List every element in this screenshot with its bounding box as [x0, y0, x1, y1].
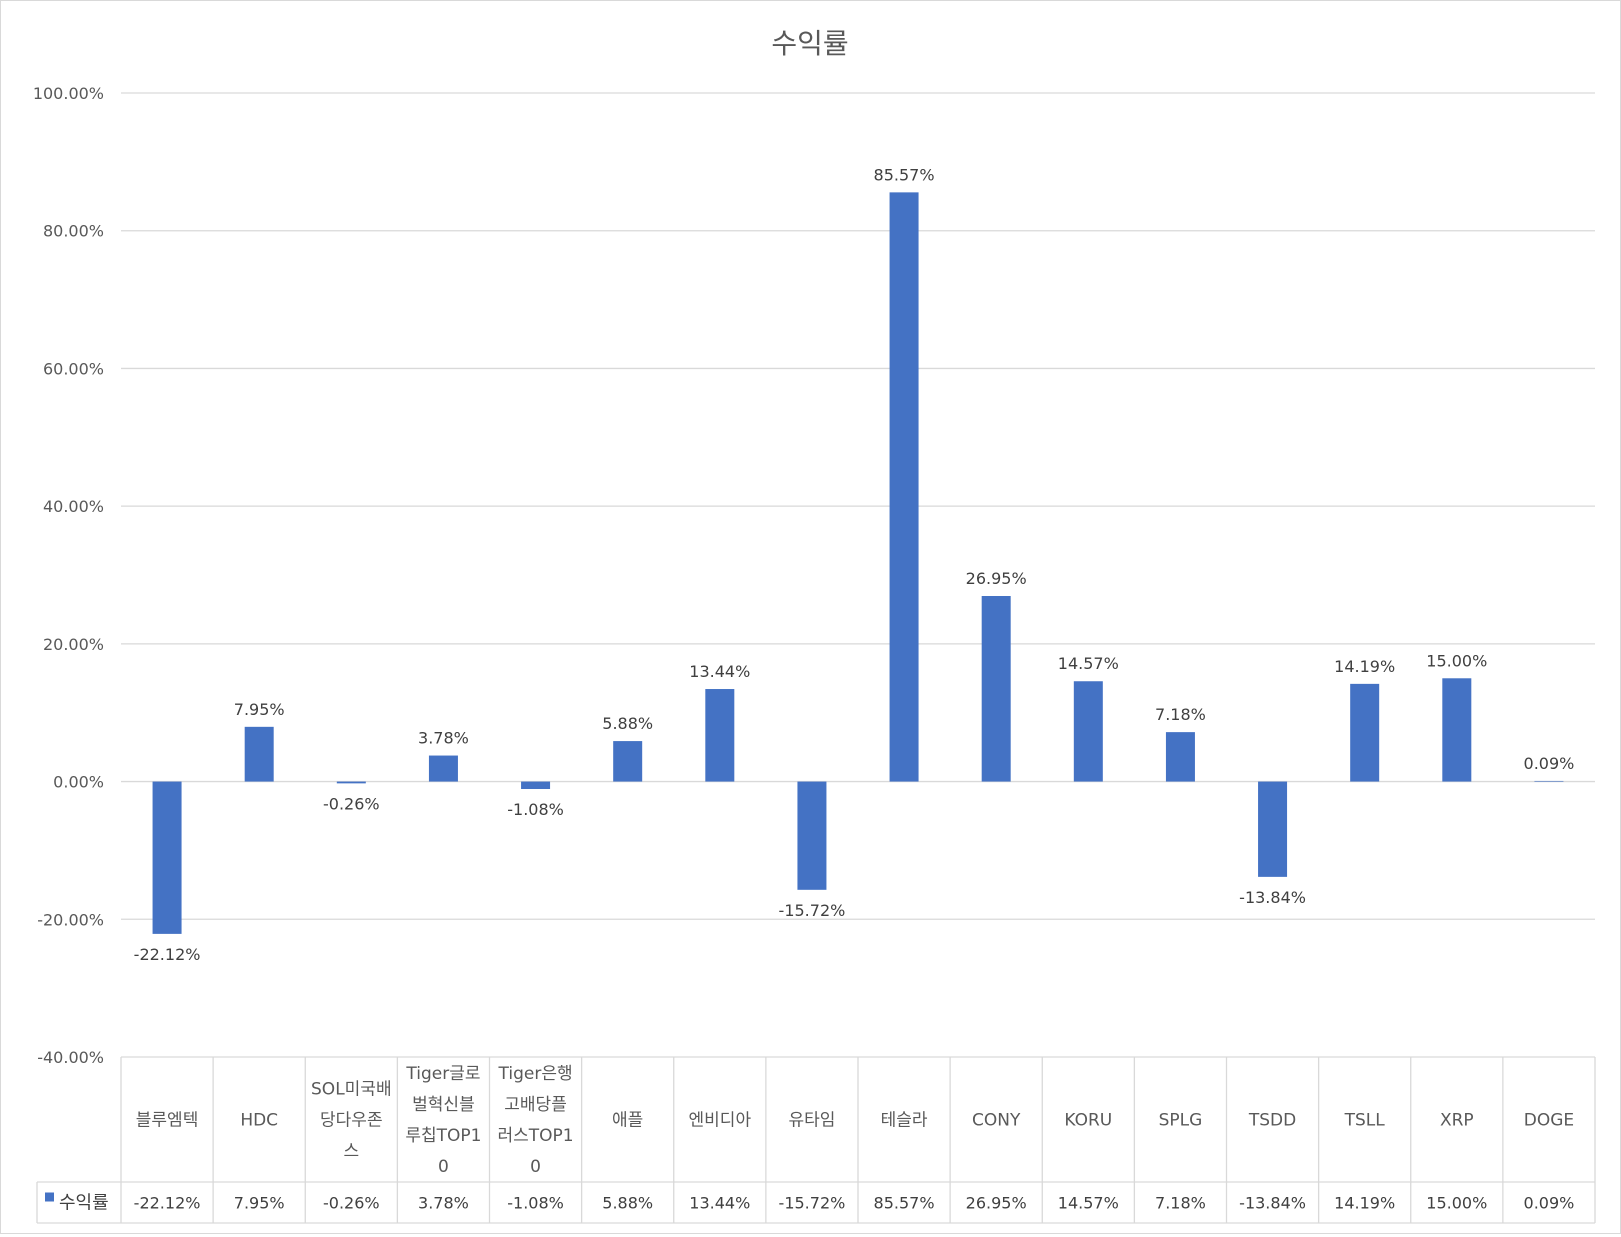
table-value-cell: 13.44%	[689, 1194, 750, 1213]
bar	[797, 781, 827, 890]
category-label: 블루엠텍	[136, 1111, 199, 1131]
y-tick-label: 80.00%	[43, 222, 104, 241]
data-label: -13.84%	[1239, 888, 1306, 907]
bar	[705, 689, 735, 782]
bar-series	[152, 192, 1564, 934]
data-label: 26.95%	[966, 569, 1027, 588]
category-label: 엔비디아	[689, 1111, 752, 1131]
data-label: 5.88%	[602, 714, 653, 733]
legend-series-name: 수익률	[59, 1193, 109, 1214]
category-label: 스	[343, 1142, 359, 1162]
table-value-cell: -1.08%	[507, 1194, 564, 1213]
table-value-cell: -15.72%	[779, 1194, 846, 1213]
category-label: TSLL	[1344, 1111, 1386, 1131]
table-value-cell: 15.00%	[1426, 1194, 1487, 1213]
table-value-cell: 14.57%	[1058, 1194, 1119, 1213]
table-value-cell: 26.95%	[966, 1194, 1027, 1213]
bar	[889, 192, 919, 782]
y-tick-label: 20.00%	[43, 635, 104, 654]
legend-swatch	[45, 1192, 54, 1202]
bar	[521, 781, 551, 790]
table-value-cell: 3.78%	[418, 1194, 469, 1213]
data-labels: -22.12% 7.95% -0.26% 3.78% -1.08% 5.88% 13.44%…	[134, 165, 1575, 964]
data-label: 14.19%	[1334, 657, 1395, 676]
category-label: 벌혁신블	[412, 1095, 475, 1115]
chart-title: 수익률	[771, 27, 848, 60]
data-label: 14.57%	[1058, 654, 1119, 673]
category-label: Tiger글로	[405, 1064, 480, 1084]
bar	[613, 741, 643, 782]
y-tick-label: -20.00%	[37, 910, 104, 929]
category-label: 애플	[612, 1111, 643, 1131]
y-tick-label: 0.00%	[53, 773, 104, 792]
bar	[1350, 683, 1380, 782]
data-label: -15.72%	[779, 901, 846, 920]
category-label: DOGE	[1524, 1111, 1574, 1131]
table-value-cell: -0.26%	[323, 1194, 380, 1213]
bar	[1258, 781, 1288, 877]
category-label: SPLG	[1159, 1111, 1203, 1131]
y-tick-label: -40.00%	[37, 1048, 104, 1067]
bar	[152, 781, 182, 934]
category-label: 유타임	[788, 1111, 835, 1131]
data-label: -1.08%	[507, 800, 564, 819]
table-value-cell: 14.19%	[1334, 1194, 1395, 1213]
category-label: 러스TOP1	[498, 1126, 574, 1146]
category-label: 루칩TOP1	[405, 1126, 481, 1146]
data-label: 85.57%	[874, 165, 935, 184]
data-label: 7.18%	[1155, 705, 1206, 724]
y-tick-label: 40.00%	[43, 497, 104, 516]
bar	[336, 781, 366, 784]
bar	[1534, 780, 1564, 782]
table-value-cell: 5.88%	[602, 1194, 653, 1213]
category-label: CONY	[972, 1111, 1021, 1131]
category-label: 테슬라	[881, 1111, 928, 1131]
table-value-cell: -22.12%	[134, 1194, 201, 1213]
data-label: 13.44%	[689, 662, 750, 681]
category-label: 고배당플	[504, 1095, 567, 1115]
category-label: 0	[438, 1157, 449, 1177]
bar	[1442, 678, 1472, 782]
category-label: XRP	[1440, 1111, 1474, 1131]
y-axis-tick-labels: -40.00% -20.00% 0.00% 20.00% 40.00% 60.00% 80.…	[33, 84, 104, 1067]
category-label: 0	[530, 1157, 541, 1177]
table-value-cell: 85.57%	[874, 1194, 935, 1213]
bar	[1165, 732, 1195, 782]
bar	[244, 726, 274, 782]
category-label: HDC	[240, 1111, 278, 1131]
category-label: Tiger은행	[498, 1064, 573, 1084]
table-value-cell: 7.95%	[234, 1194, 285, 1213]
data-label: 15.00%	[1426, 651, 1487, 670]
table-value-cell: -13.84%	[1239, 1194, 1306, 1213]
gridlines	[121, 92, 1595, 920]
y-tick-label: 60.00%	[43, 359, 104, 378]
category-label: KORU	[1064, 1111, 1112, 1131]
y-tick-label: 100.00%	[33, 84, 104, 103]
data-label: 7.95%	[234, 700, 285, 719]
category-label: TSDD	[1248, 1111, 1296, 1131]
bar	[1073, 681, 1103, 782]
bar	[981, 596, 1011, 782]
bar	[428, 755, 458, 782]
data-label: -0.26%	[323, 794, 380, 813]
data-label: 3.78%	[418, 729, 469, 748]
data-label: -22.12%	[134, 945, 201, 964]
data-label: 0.09%	[1524, 754, 1575, 773]
category-label: SOL미국배	[311, 1080, 392, 1100]
table-value-cell: 7.18%	[1155, 1194, 1206, 1213]
category-label: 당다우존	[320, 1111, 383, 1131]
table-value-cell: 0.09%	[1524, 1194, 1575, 1213]
